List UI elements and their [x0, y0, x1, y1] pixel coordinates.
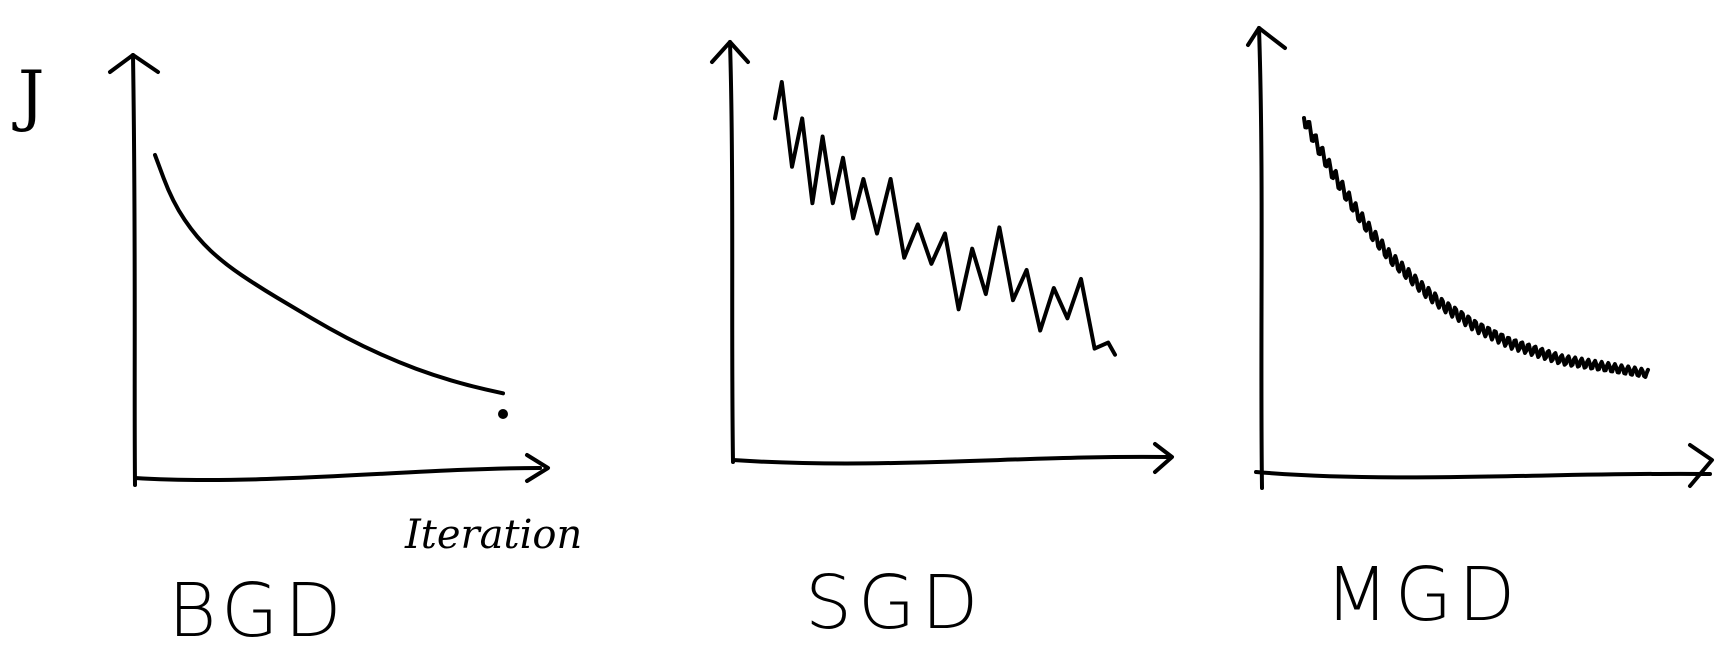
y-axis-label: J [12, 57, 44, 134]
sgd-y-axis [728, 40, 735, 464]
bgd-curve-end-dot [498, 409, 508, 419]
sgd-y-arrowhead [710, 40, 750, 64]
panel-bgd: J Iteration BGD [12, 53, 582, 654]
mgd-x-axis [1254, 470, 1712, 480]
bgd-panel-label: BGD [168, 568, 347, 654]
sgd-cost-curve [773, 80, 1117, 357]
sgd-x-arrowhead [1153, 442, 1174, 474]
panel-sgd: SGD [710, 40, 1174, 646]
x-axis-label: Iteration [404, 512, 582, 558]
mgd-x-arrowhead [1688, 443, 1714, 488]
sgd-x-axis [731, 454, 1170, 466]
mgd-panel-label: MGD [1325, 552, 1521, 638]
bgd-y-axis [131, 53, 137, 487]
sgd-panel-label: SGD [805, 560, 984, 646]
bgd-y-arrowhead [108, 53, 160, 74]
mgd-cost-curve [1302, 116, 1650, 379]
bgd-x-axis [133, 466, 542, 483]
bgd-x-arrowhead [525, 453, 550, 483]
mgd-y-arrowhead [1246, 26, 1287, 50]
panel-mgd: MGD [1246, 26, 1714, 638]
bgd-cost-curve [153, 153, 505, 396]
mgd-y-axis [1257, 26, 1264, 490]
